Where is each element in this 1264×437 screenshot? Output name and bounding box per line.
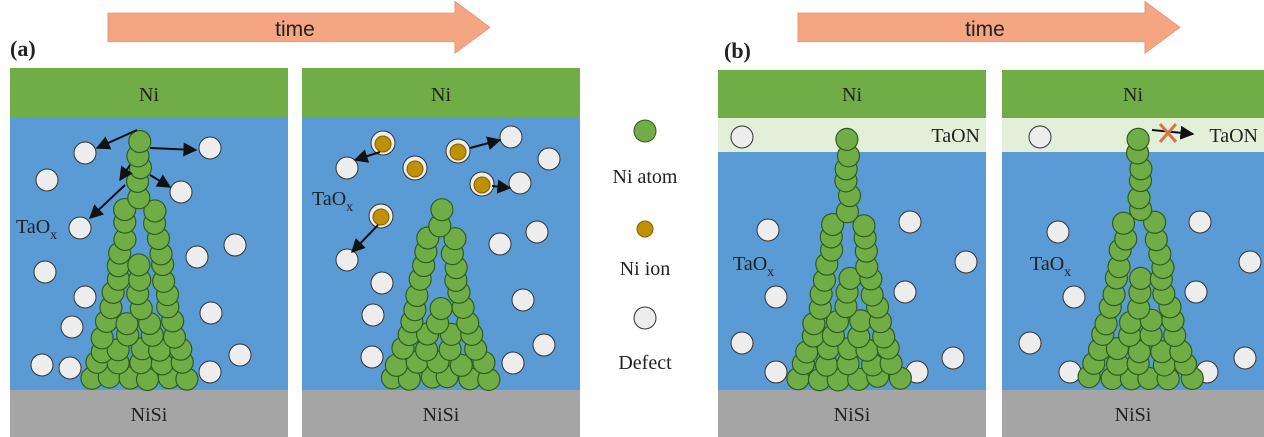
defect xyxy=(538,148,560,170)
defect xyxy=(1189,211,1211,233)
defect xyxy=(731,332,753,354)
defect xyxy=(74,286,96,308)
layer-label: Ni xyxy=(431,84,451,106)
defect xyxy=(489,233,511,255)
defect xyxy=(224,234,246,256)
legend-label: Defect xyxy=(618,352,672,374)
ni-atom xyxy=(1130,267,1152,289)
ni-atom xyxy=(836,128,858,150)
defect xyxy=(199,137,221,159)
legend-label: Ni atom xyxy=(613,166,678,188)
ni-atom xyxy=(128,254,150,276)
layer-label: Ni xyxy=(842,84,862,106)
defect xyxy=(500,126,522,148)
defect xyxy=(186,246,208,268)
defect xyxy=(200,302,222,324)
defect xyxy=(1234,347,1256,369)
defect xyxy=(336,249,358,271)
defect xyxy=(1047,221,1069,243)
layer-label: NiSi xyxy=(423,404,460,426)
layer-label: NiSi xyxy=(834,404,871,426)
defect xyxy=(1063,286,1085,308)
formula-main: TaO xyxy=(733,253,767,275)
ni-ion xyxy=(375,136,391,152)
defect xyxy=(533,334,555,356)
defect xyxy=(1029,126,1051,148)
formula-main: TaO xyxy=(16,216,50,238)
time-label: time xyxy=(275,18,315,41)
defect xyxy=(894,281,916,303)
defect xyxy=(502,352,524,374)
figure: time time (a) (b) NiNiSiTaOxNiNiSiTaOxNi… xyxy=(0,0,1264,437)
defect xyxy=(199,361,221,383)
layer-label: TaON xyxy=(931,125,980,147)
layer-label: NiSi xyxy=(1115,404,1152,426)
defect xyxy=(512,289,534,311)
legend-ni-ion xyxy=(637,221,653,237)
defect xyxy=(336,157,358,179)
legend-defect xyxy=(634,307,656,329)
panel-label: (a) xyxy=(10,36,36,61)
defect xyxy=(69,217,91,239)
defect xyxy=(361,346,383,368)
defect xyxy=(74,142,96,164)
defect xyxy=(1019,332,1041,354)
defect xyxy=(526,221,548,243)
defect xyxy=(362,304,384,326)
defect xyxy=(765,361,787,383)
defect xyxy=(61,316,83,338)
defect xyxy=(1185,281,1207,303)
defect xyxy=(955,251,977,273)
ni-ion xyxy=(474,177,490,193)
defect xyxy=(31,354,53,376)
defect xyxy=(34,261,56,283)
defect xyxy=(757,219,779,241)
panel-label: (b) xyxy=(724,38,751,63)
defect xyxy=(765,286,787,308)
ni-atom xyxy=(1127,128,1149,150)
defect xyxy=(942,347,964,369)
ni-atom xyxy=(430,298,452,320)
layer-label: TaON xyxy=(1209,125,1258,147)
ni-atom xyxy=(129,130,151,152)
defect xyxy=(229,344,251,366)
legend-ni-atom xyxy=(634,120,656,142)
ni-ion xyxy=(450,144,466,160)
ni-ion xyxy=(373,209,389,225)
time-label: time xyxy=(965,18,1005,41)
formula-sub: x xyxy=(1064,265,1071,280)
legend-label: Ni ion xyxy=(620,258,671,280)
ni-atom xyxy=(431,199,453,221)
defect xyxy=(1059,361,1081,383)
formula-main: TaO xyxy=(1030,253,1064,275)
defect xyxy=(731,126,753,148)
formula-sub: x xyxy=(767,265,774,280)
defect xyxy=(36,169,58,191)
formula-sub: x xyxy=(346,200,353,215)
defect xyxy=(1239,251,1261,273)
defect xyxy=(899,211,921,233)
formula-main: TaO xyxy=(312,188,346,210)
defect xyxy=(371,272,393,294)
defect xyxy=(509,172,531,194)
layer-label: NiSi xyxy=(131,404,168,426)
layer-label: Ni xyxy=(139,84,159,106)
layer-label: Ni xyxy=(1123,84,1143,106)
defect xyxy=(59,357,81,379)
formula-sub: x xyxy=(50,228,57,243)
defect xyxy=(170,181,192,203)
ni-ion xyxy=(407,161,423,177)
